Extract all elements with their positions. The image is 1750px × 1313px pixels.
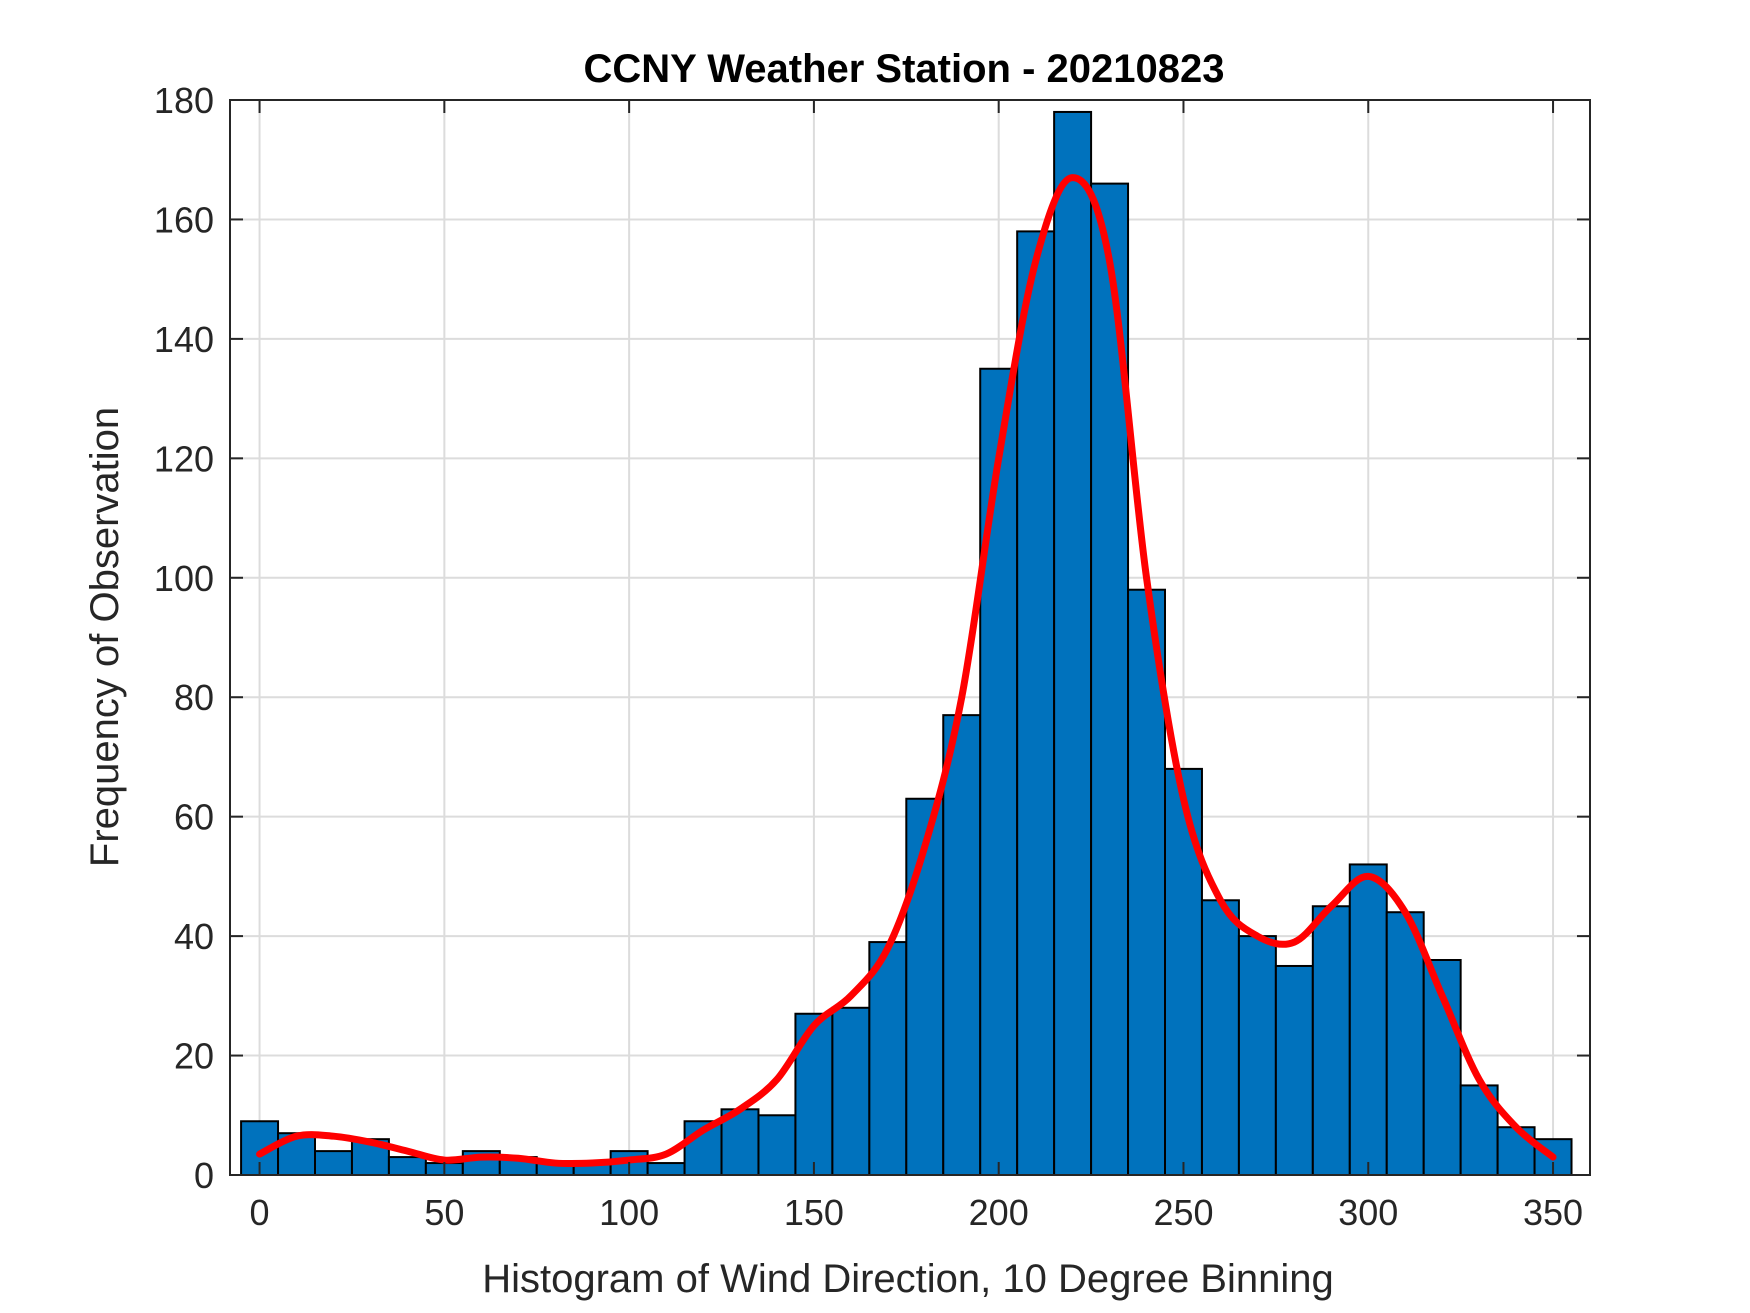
x-tick-label: 250: [1153, 1192, 1213, 1233]
histogram-bar: [831, 1006, 871, 1176]
histogram-bar: [1164, 767, 1203, 1177]
x-tick-label: 350: [1523, 1192, 1583, 1233]
histogram-bar: [1016, 230, 1056, 1176]
fit-curve-line: [256, 174, 1557, 1168]
histogram-bar: [1348, 863, 1388, 1176]
x-tick-label: 50: [424, 1192, 464, 1233]
histogram-bar: [1200, 899, 1240, 1176]
histogram-bar: [387, 1156, 427, 1177]
y-axis-label: Frequency of Observation: [83, 407, 127, 867]
y-tick-label: 140: [154, 319, 214, 360]
y-tick-label: 100: [154, 558, 214, 599]
y-tick-label: 180: [154, 80, 214, 121]
histogram-bar: [942, 714, 982, 1177]
y-tick-label: 120: [154, 438, 214, 479]
histogram-bar: [1053, 110, 1093, 1176]
histogram-bar: [1311, 905, 1351, 1176]
histogram-bar: [646, 1162, 686, 1176]
histogram-bar: [905, 797, 945, 1176]
histogram-bar: [1385, 911, 1425, 1176]
x-tick-label: 150: [784, 1192, 844, 1233]
y-tick-label: 80: [174, 677, 214, 718]
histogram-bar: [314, 1150, 353, 1176]
x-axis-label: Histogram of Wind Direction, 10 Degree B…: [482, 1257, 1334, 1301]
histogram-bar: [868, 941, 908, 1176]
y-tick-label: 40: [174, 916, 214, 957]
y-tick-label: 60: [174, 797, 214, 838]
x-tick-label: 100: [599, 1192, 659, 1233]
x-tick-label: 200: [969, 1192, 1029, 1233]
x-tick-label: 300: [1338, 1192, 1398, 1233]
y-tick-label: 0: [194, 1155, 214, 1196]
fit-curve: [256, 174, 1557, 1168]
x-tick-label: 0: [250, 1192, 270, 1233]
histogram-bar: [1274, 964, 1314, 1176]
bars: [240, 110, 1573, 1177]
chart-title: CCNY Weather Station - 20210823: [584, 47, 1225, 91]
histogram-bar: [757, 1114, 797, 1177]
histogram-bar: [1237, 935, 1277, 1176]
plot-frame: [229, 99, 1591, 1176]
ticks: 0 50 100 150 200 250 300 350 0 20 40 60 80 100 120 140 1…: [154, 80, 1590, 1233]
y-tick-label: 160: [154, 199, 214, 240]
histogram-bar: [979, 367, 1019, 1176]
y-tick-label: 20: [174, 1036, 214, 1077]
